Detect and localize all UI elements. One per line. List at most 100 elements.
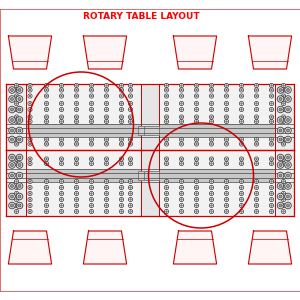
Circle shape	[194, 119, 199, 124]
Circle shape	[91, 89, 92, 91]
Circle shape	[224, 161, 229, 166]
Circle shape	[179, 115, 184, 119]
Circle shape	[128, 137, 133, 142]
Circle shape	[285, 106, 291, 113]
Circle shape	[181, 139, 182, 140]
Circle shape	[14, 142, 19, 146]
Circle shape	[194, 101, 199, 106]
Circle shape	[239, 94, 244, 98]
Circle shape	[9, 183, 15, 189]
Circle shape	[18, 108, 21, 111]
Circle shape	[254, 185, 259, 190]
Circle shape	[254, 197, 259, 202]
Circle shape	[271, 163, 272, 164]
Circle shape	[28, 157, 32, 161]
Circle shape	[164, 115, 169, 119]
Circle shape	[166, 85, 167, 86]
Circle shape	[279, 204, 282, 207]
Circle shape	[16, 116, 17, 118]
Circle shape	[164, 191, 169, 196]
Circle shape	[29, 205, 31, 206]
Circle shape	[91, 193, 92, 194]
Circle shape	[196, 181, 197, 182]
Circle shape	[76, 211, 77, 212]
Circle shape	[194, 137, 199, 142]
Circle shape	[16, 87, 23, 93]
Circle shape	[196, 116, 197, 118]
Circle shape	[121, 158, 122, 160]
Circle shape	[283, 193, 284, 194]
Circle shape	[130, 89, 131, 91]
Circle shape	[271, 211, 272, 212]
Circle shape	[226, 163, 227, 164]
Circle shape	[9, 87, 15, 93]
Circle shape	[283, 116, 284, 118]
Circle shape	[254, 179, 259, 184]
Circle shape	[104, 94, 109, 98]
Bar	[6, 150, 294, 216]
Circle shape	[89, 88, 94, 92]
Circle shape	[106, 121, 107, 122]
Circle shape	[286, 118, 290, 122]
Circle shape	[61, 95, 62, 97]
Circle shape	[181, 89, 182, 91]
Circle shape	[181, 163, 182, 164]
Circle shape	[254, 88, 259, 92]
Circle shape	[11, 204, 14, 207]
Circle shape	[14, 107, 19, 112]
Circle shape	[196, 89, 197, 91]
Circle shape	[104, 88, 109, 92]
Circle shape	[104, 142, 109, 146]
Circle shape	[209, 83, 214, 88]
Circle shape	[164, 197, 169, 202]
Circle shape	[256, 89, 257, 91]
Circle shape	[211, 181, 212, 182]
Circle shape	[29, 187, 31, 188]
Circle shape	[181, 199, 182, 200]
Circle shape	[254, 83, 259, 88]
Circle shape	[239, 191, 244, 196]
Circle shape	[74, 157, 79, 161]
Circle shape	[11, 98, 14, 100]
Circle shape	[224, 137, 229, 142]
Circle shape	[239, 197, 244, 202]
Text: ROTARY TABLE LAYOUT: ROTARY TABLE LAYOUT	[83, 12, 199, 21]
Circle shape	[130, 121, 131, 122]
Circle shape	[14, 191, 19, 196]
Circle shape	[76, 95, 77, 97]
Circle shape	[104, 191, 109, 196]
Circle shape	[181, 103, 182, 104]
Bar	[274, 84, 294, 150]
Circle shape	[14, 94, 19, 98]
Circle shape	[128, 94, 133, 98]
Circle shape	[226, 211, 227, 212]
Circle shape	[91, 199, 92, 200]
Circle shape	[194, 191, 199, 196]
Circle shape	[239, 101, 244, 106]
Circle shape	[74, 142, 79, 146]
Circle shape	[119, 88, 124, 92]
Circle shape	[130, 85, 131, 86]
Circle shape	[281, 137, 286, 142]
Circle shape	[28, 179, 32, 184]
Circle shape	[209, 107, 214, 112]
Circle shape	[181, 109, 182, 110]
Bar	[144, 171, 159, 180]
Circle shape	[89, 191, 94, 196]
Polygon shape	[173, 231, 217, 264]
Circle shape	[130, 181, 131, 182]
Circle shape	[224, 197, 229, 202]
Circle shape	[279, 88, 282, 92]
Circle shape	[226, 89, 227, 91]
Circle shape	[14, 185, 19, 190]
Circle shape	[211, 109, 212, 110]
Circle shape	[286, 174, 290, 177]
Circle shape	[61, 109, 62, 110]
Circle shape	[91, 143, 92, 145]
Circle shape	[277, 96, 284, 102]
Polygon shape	[248, 36, 292, 69]
Circle shape	[181, 187, 182, 188]
Circle shape	[59, 119, 64, 124]
Circle shape	[254, 157, 259, 161]
Circle shape	[14, 157, 19, 161]
